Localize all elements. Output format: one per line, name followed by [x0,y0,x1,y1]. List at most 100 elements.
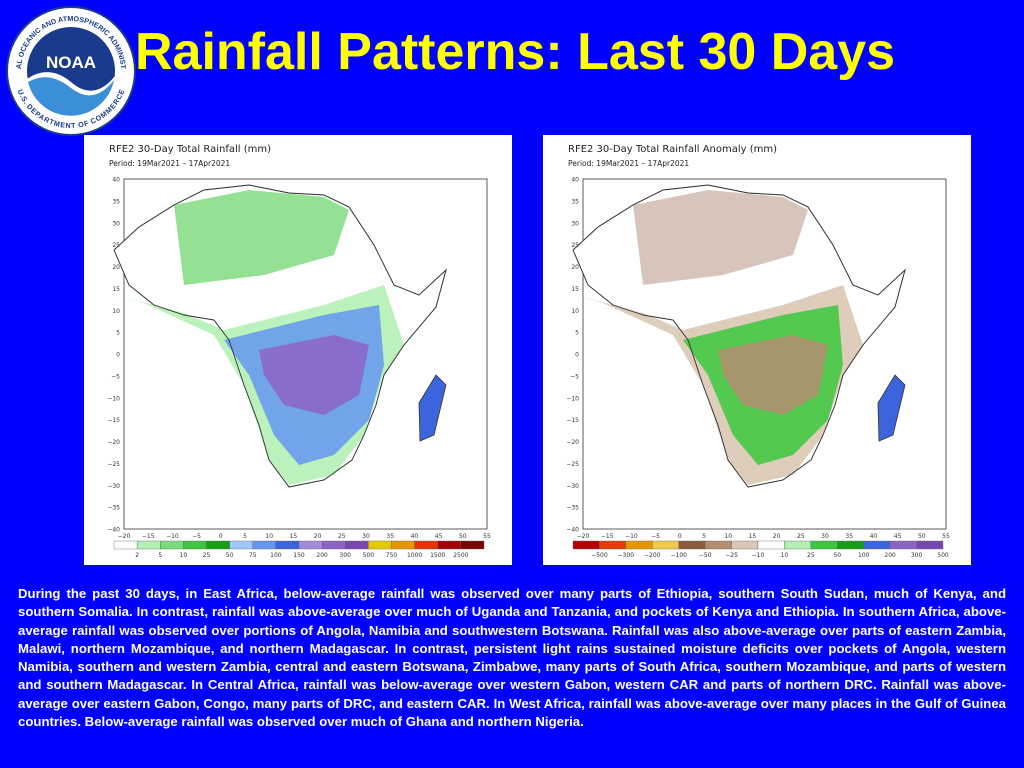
legend-label: 1000 [407,552,422,559]
logo-center-text: NOAA [46,53,96,72]
rainfall-total-map-panel: RFE2 30-Day Total Rainfall (mm) Period: … [84,135,512,565]
legend-label: −100 [670,552,687,559]
legend-swatch [731,540,759,550]
legend-label: 150 [293,552,305,559]
rainfall-band [718,335,828,415]
y-tick-label: 25 [571,242,579,249]
legend-swatch [252,540,277,550]
legend-label: 10 [781,552,789,559]
legend-swatch [113,540,138,550]
y-tick-label: 35 [112,198,120,205]
y-tick-label: −20 [566,439,579,446]
x-tick-label: 30 [362,533,370,540]
y-tick-label: 35 [571,198,579,205]
legend-swatch [678,540,706,550]
legend-label: 750 [386,552,398,559]
x-tick-label: 20 [773,533,781,540]
legend-label: −200 [644,552,661,559]
x-tick-label: 25 [797,533,805,540]
page-title: Rainfall Patterns: Last 30 Days [135,23,896,81]
legend-swatch [599,540,627,550]
legend-label: 75 [249,552,257,559]
legend-label: −300 [618,552,635,559]
x-tick-label: 55 [942,533,950,540]
y-tick-label: −40 [566,527,579,534]
y-tick-label: −10 [107,395,120,402]
y-tick-label: 10 [571,308,579,315]
x-tick-label: 40 [411,533,419,540]
legend-swatch [136,540,161,550]
legend-swatch [460,540,485,550]
legend-label: 200 [316,552,328,559]
rainfall-band [174,190,349,285]
legend-label: 500 [937,552,949,559]
y-tick-label: 30 [571,220,579,227]
y-tick-label: −15 [566,417,579,424]
x-tick-label: 55 [483,533,491,540]
y-tick-label: 20 [571,264,579,271]
legend-label: −10 [752,552,765,559]
legend-label: −25 [725,552,738,559]
legend-label: 25 [203,552,211,559]
x-tick-label: −5 [651,533,660,540]
y-tick-label: −30 [566,483,579,490]
legend-label: 25 [807,552,815,559]
legend-swatch [160,540,184,550]
x-tick-label: 45 [435,533,443,540]
map-title: RFE2 30-Day Total Rainfall Anomaly (mm) [568,144,778,155]
y-tick-label: −35 [566,505,579,512]
legend-label: 5 [158,552,162,559]
x-tick-label: −15 [601,533,614,540]
legend-swatch [275,540,300,550]
africa-outline [113,184,447,488]
x-tick-label: 35 [845,533,853,540]
noaa-logo-graphic: NOAA NATIONAL OCEANIC AND ATMOSPHERIC AD… [1,0,136,136]
x-tick-label: −20 [577,533,590,540]
x-tick-label: −15 [142,533,155,540]
x-tick-label: 10 [265,533,273,540]
legend-swatch [345,540,369,550]
legend-label: 1500 [430,552,445,559]
legend-swatch [625,540,653,550]
legend-swatch [183,540,207,550]
x-tick-label: 45 [894,533,902,540]
legend-swatch [810,540,838,550]
y-tick-label: 30 [112,220,120,227]
x-tick-label: −5 [192,533,201,540]
y-tick-label: −10 [566,395,579,402]
legend-swatch [652,540,679,550]
legend-swatch [391,540,415,550]
legend-swatch [414,540,438,550]
legend-label: −500 [591,552,608,559]
legend-swatch [889,540,917,550]
x-tick-label: 50 [459,533,467,540]
x-tick-label: 0 [219,533,223,540]
rainfall-total-map: 4035302520151050−5−10−15−20−25−30−35−40−… [107,177,491,560]
x-tick-label: 50 [918,533,926,540]
legend-swatch [757,540,785,550]
legend-label: 10 [180,552,188,559]
x-tick-label: 30 [821,533,829,540]
y-tick-label: −5 [570,373,579,380]
legend-swatch [572,540,600,550]
x-tick-label: 5 [243,533,247,540]
y-tick-label: −35 [107,505,120,512]
x-tick-label: 40 [870,533,878,540]
legend-swatch [298,540,323,550]
legend-swatch [229,540,253,550]
africa-outline [572,184,906,488]
legend-label: 200 [884,552,896,559]
legend-swatch [784,540,812,550]
y-tick-label: −5 [111,373,120,380]
x-tick-label: 15 [290,533,298,540]
legend-swatch [437,540,462,550]
rainfall-anomaly-map-panel: RFE2 30-Day Total Rainfall Anomaly (mm) … [543,135,971,565]
x-tick-label: 35 [386,533,394,540]
map-period: Period: 19Mar2021 – 17Apr2021 [568,159,690,168]
x-tick-label: 0 [678,533,682,540]
y-tick-label: 5 [116,330,120,337]
y-tick-label: 0 [116,352,120,359]
x-tick-label: −10 [166,533,179,540]
x-tick-label: −20 [118,533,131,540]
noaa-logo-icon: NOAA NATIONAL OCEANIC AND ATMOSPHERIC AD… [1,0,138,138]
